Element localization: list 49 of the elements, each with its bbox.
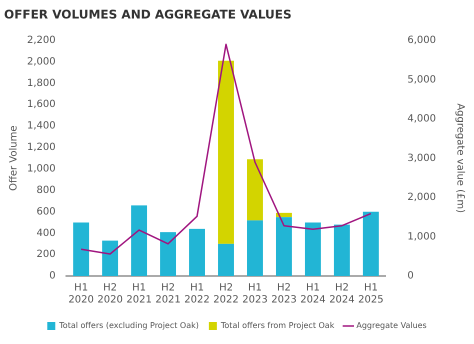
x-tick-label: H1 2025 (358, 282, 384, 306)
y-tick-label: 1,000 (26, 164, 56, 175)
y2-tick-label: 4,000 (407, 114, 436, 125)
x-tick-label: H1 2022 (184, 282, 210, 306)
x-tick-label: H1 2021 (126, 282, 152, 306)
x-tick-label: H2 2020 (97, 282, 123, 306)
bar (160, 232, 176, 276)
bar (247, 220, 263, 276)
x-tick-label: H1 2024 (300, 282, 326, 306)
legend-label: Aggregate Values (356, 321, 427, 330)
bar (304, 222, 321, 276)
y2-tick-label: 5,000 (407, 74, 436, 86)
y2-tick-label: 2,000 (407, 192, 436, 204)
bar (362, 212, 379, 276)
bar (276, 217, 292, 276)
y-tick-label: 800 (36, 184, 56, 196)
chart-title: OFFER VOLUMES AND AGGREGATE VALUES (4, 7, 292, 22)
legend-label: Total offers from Project Oak (220, 321, 335, 330)
x-tick-label: H1 2020 (68, 282, 94, 306)
bar (334, 224, 350, 276)
y2-tick-label: 1,000 (407, 231, 436, 242)
y2-axis-title: Aggregate value (£m) (454, 103, 466, 214)
x-tick-label: H2 2023 (271, 282, 297, 306)
y-tick-label: 1,800 (26, 78, 56, 89)
y-tick-label: 0 (49, 270, 56, 282)
y-tick-label: 200 (36, 249, 56, 260)
y-axis-title: Offer Volume (8, 125, 20, 191)
x-tick-label: H1 2023 (242, 282, 268, 306)
legend-label: Total offers (excluding Project Oak) (58, 321, 199, 330)
bar (247, 159, 263, 220)
y-tick-label: 600 (36, 206, 56, 218)
bar (218, 60, 234, 244)
x-tick-label: H2 2021 (155, 282, 181, 306)
bar (218, 244, 234, 276)
y-tick-label: 2,200 (26, 34, 56, 46)
bar (131, 205, 148, 276)
y-tick-label: 2,000 (26, 56, 56, 68)
y2-tick-label: 3,000 (407, 152, 436, 164)
y-tick-label: 400 (36, 228, 56, 239)
y-tick-label: 1,600 (26, 99, 56, 110)
y2-tick-label: 0 (407, 270, 414, 282)
bar (102, 240, 118, 276)
bar (73, 222, 90, 276)
y2-tick-label: 6,000 (407, 34, 436, 46)
bar (189, 228, 205, 276)
y-tick-label: 1,400 (26, 120, 56, 132)
y-tick-label: 1,200 (26, 142, 56, 154)
x-tick-label: H2 2022 (213, 282, 239, 306)
x-tick-label: H2 2024 (329, 282, 355, 306)
